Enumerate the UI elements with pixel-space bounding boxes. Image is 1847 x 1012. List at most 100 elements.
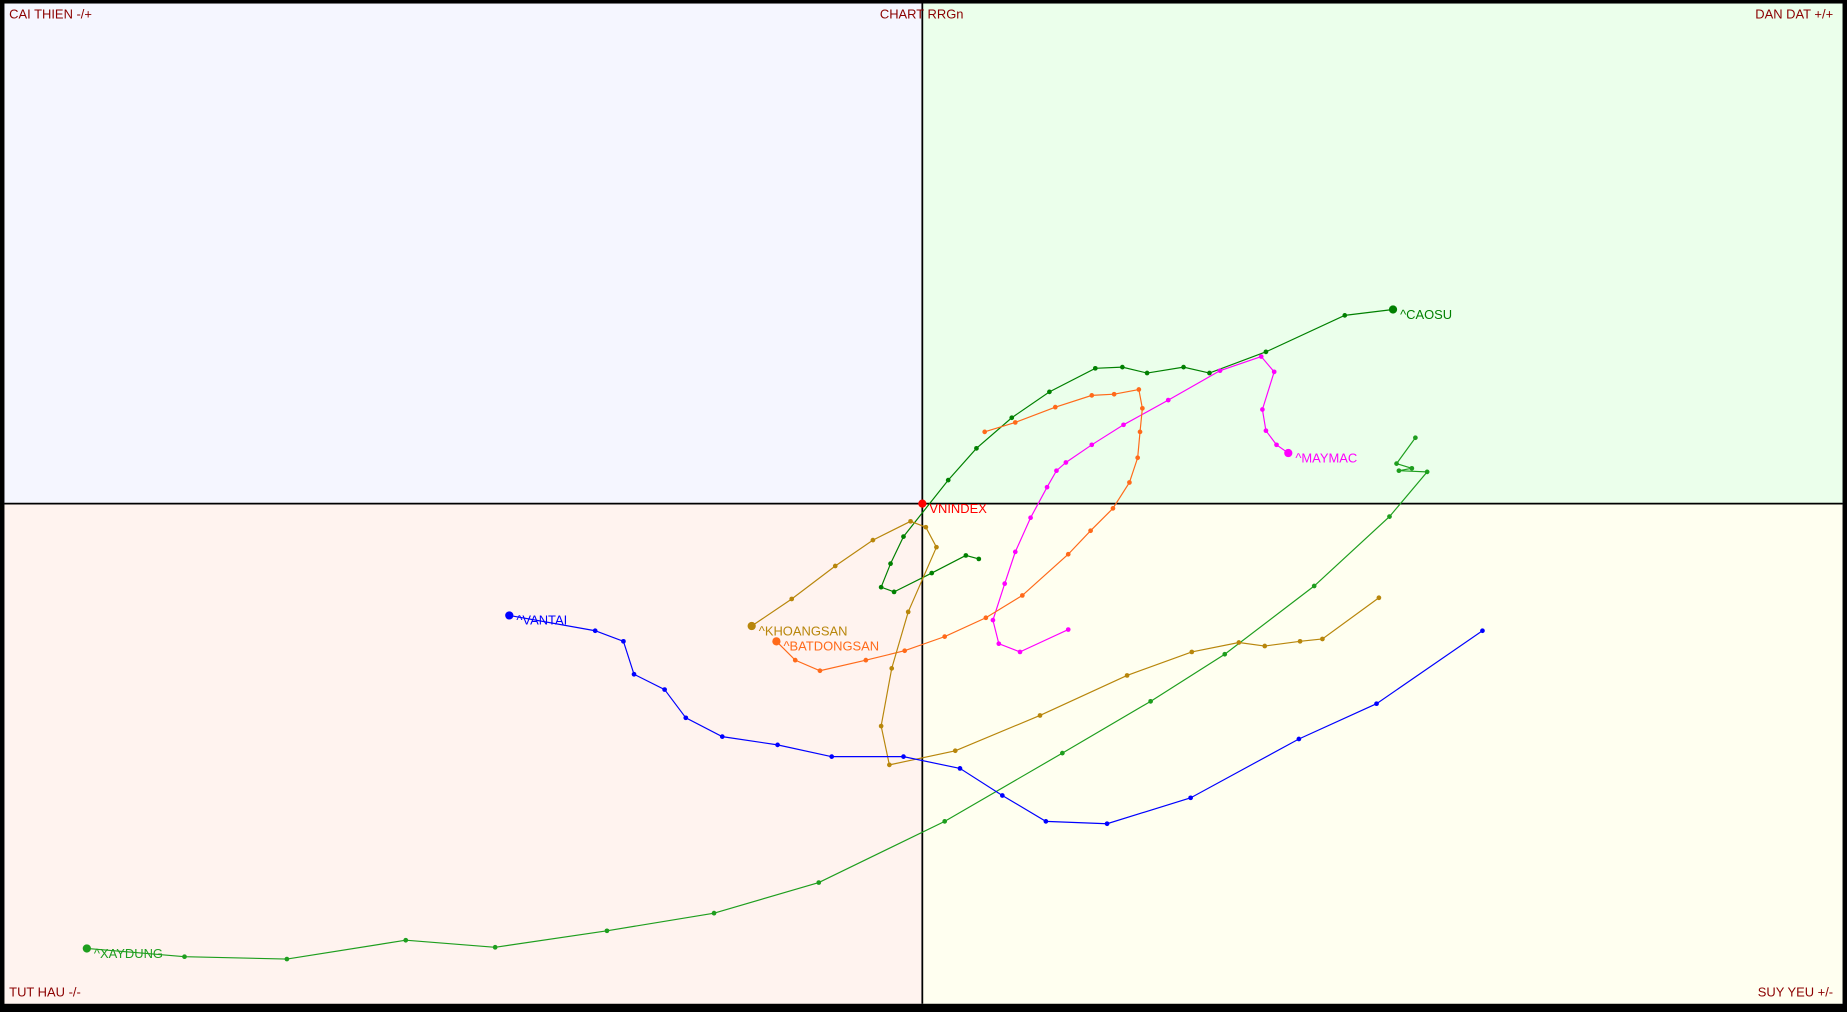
data-point [1320,636,1325,642]
quadrant-label: DAN DAT +/+ [1755,7,1833,22]
chart-title: CHART RRGn [880,7,964,22]
data-point [775,742,780,748]
data-point [1144,370,1150,376]
data-point [889,666,895,671]
data-point [1037,713,1043,718]
data-point [1413,435,1418,441]
data-point [82,944,91,953]
data-point [999,793,1005,798]
data-point [1258,354,1264,359]
data-point [974,445,979,451]
data-point [789,596,795,602]
data-point [918,499,927,508]
series-label: ^MAYMAC [1295,450,1357,465]
data-point [1089,442,1095,448]
data-point [1480,628,1485,634]
data-point [1296,736,1302,742]
series-label: ^KHOANGSAN [759,623,848,638]
data-point [1089,393,1095,398]
data-point [1002,581,1008,587]
data-point [888,561,893,567]
data-point [1127,480,1132,485]
data-point [1017,649,1023,655]
data-point [1124,673,1130,678]
series-label: ^XAYDUNG [94,946,163,961]
quadrant-lagging [4,503,923,1004]
quadrant-leading [922,3,1843,504]
data-point [711,910,717,916]
series-line [751,520,1380,766]
data-point [1271,369,1277,375]
quadrant-label: CAI THIEN -/+ [9,7,92,22]
data-point [1111,391,1117,397]
data-point [829,754,835,759]
data-point [952,748,958,754]
data-point [1104,821,1110,827]
data-point [832,563,838,569]
data-point [878,584,884,590]
data-point [983,615,989,621]
data-point [870,537,876,543]
data-point [945,477,951,483]
data-point [1060,750,1065,756]
data-point [942,634,948,639]
data-point [1047,389,1052,395]
data-point [1065,627,1071,632]
data-point [1063,460,1069,465]
data-point [1028,515,1033,521]
series-label: VNINDEX [929,501,987,516]
data-point [604,928,610,934]
data-point [1297,638,1303,644]
data-point [902,648,908,654]
data-point [1148,698,1153,704]
data-point [1065,551,1071,557]
data-point [878,723,884,729]
data-point [505,611,514,620]
data-point [1260,407,1265,412]
data-point [747,621,756,631]
data-point [1222,651,1228,657]
data-point [1054,468,1059,474]
data-point [1376,595,1382,601]
data-point [1263,428,1269,434]
data-point [1012,420,1018,425]
data-point [1136,387,1142,392]
data-point [403,937,409,943]
data-point [1012,549,1018,555]
data-point [1387,514,1392,519]
data-point [1052,404,1058,410]
data-point [1009,415,1015,421]
data-point [1019,593,1025,598]
data-point [1088,528,1093,534]
data-point [1274,442,1279,448]
data-point [662,687,667,692]
data-point [284,956,290,962]
data-point [942,819,948,824]
data-point [817,668,823,674]
data-point [792,657,798,663]
data-point [1342,313,1348,318]
data-point [1188,795,1193,801]
data-point [592,628,598,634]
data-point [816,880,822,885]
series-line [992,355,1289,653]
series-line [509,614,1483,825]
data-point [631,671,637,677]
data-point [1263,349,1269,355]
data-point [492,944,498,950]
data-point [923,524,929,530]
data-point [1181,364,1186,370]
data-point [1044,484,1050,490]
quadrant-label: TUT HAU -/- [9,985,81,1000]
data-point [929,570,935,576]
data-point [901,534,906,539]
data-point [887,762,892,768]
data-point [1189,649,1195,655]
data-point [1236,640,1242,645]
data-point [1311,583,1317,589]
data-point [772,637,781,646]
data-point [1388,305,1398,314]
data-point [982,429,988,435]
data-point [719,734,725,739]
